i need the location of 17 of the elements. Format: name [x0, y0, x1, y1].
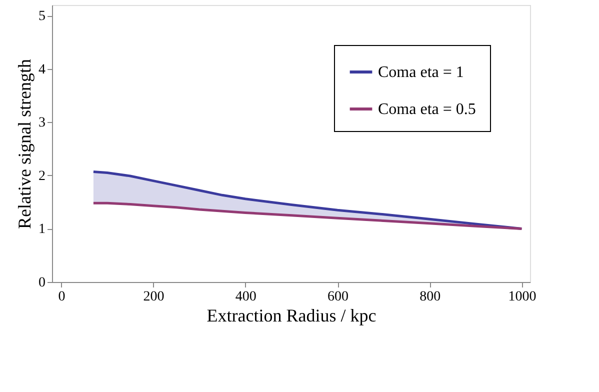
legend-label: Coma eta = 0.5: [378, 101, 476, 118]
y-tick-label: 4: [38, 62, 46, 78]
y-tick-label: 2: [38, 168, 46, 184]
x-tick-label: 200: [143, 290, 164, 304]
x-axis-title: Extraction Radius / kpc: [206, 306, 376, 326]
legend-label: Coma eta = 1: [378, 64, 464, 81]
y-axis-title: Relative signal strength: [14, 59, 34, 229]
x-tick-label: 1000: [508, 290, 536, 304]
x-tick-label: 600: [328, 290, 349, 304]
x-tick-label: 0: [58, 290, 66, 304]
y-tick-label: 0: [38, 276, 46, 290]
line-series: [92, 202, 523, 230]
y-tick-label: 3: [38, 116, 46, 131]
y-tick-label: 1: [38, 222, 46, 238]
x-tick-label: 800: [420, 290, 441, 304]
y-tick-label: 5: [38, 9, 46, 24]
x-tick-label: 400: [235, 290, 256, 304]
